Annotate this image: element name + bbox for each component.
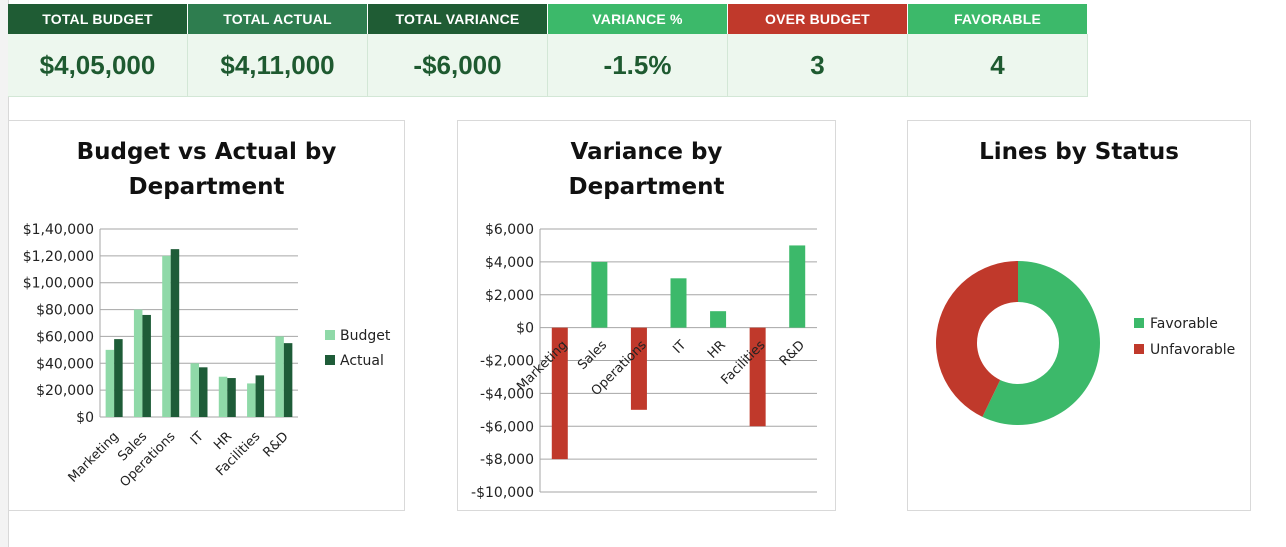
- kpi-label: VARIANCE %: [548, 4, 728, 34]
- legend-label: Budget: [340, 328, 391, 344]
- legend-swatch: [1134, 318, 1144, 328]
- y-tick-label: -$6,000: [480, 419, 534, 435]
- bar-budget: [105, 349, 115, 417]
- donut-slice-unfavorable: [936, 261, 1018, 417]
- kpi-total-actual: TOTAL ACTUAL $4,11,000: [188, 4, 368, 97]
- variance-chart[interactable]: Variance by Department -$10,000 -$8,000 -$…: [457, 120, 836, 511]
- bar-actual: [114, 339, 123, 417]
- x-tick-label: IT: [670, 338, 689, 357]
- x-tick-label: R&D: [260, 429, 291, 460]
- y-tick-label: $1,20,000: [23, 249, 94, 265]
- chart-title-line: Variance by: [570, 139, 723, 165]
- bar-actual: [142, 314, 151, 417]
- kpi-label: FAVORABLE: [908, 4, 1088, 34]
- kpi-label: TOTAL ACTUAL: [188, 4, 368, 34]
- bar-budget: [218, 376, 228, 417]
- kpi-value: -1.5%: [548, 34, 728, 97]
- legend-label: Unfavorable: [1150, 342, 1235, 358]
- budget-vs-actual-plot: $0 $20,000 $40,000 $60,000 $80,000 $1,00,000 $…: [23, 222, 391, 490]
- x-tick-label: Marketing: [66, 429, 122, 485]
- kpi-value: -$6,000: [368, 34, 548, 97]
- variance-bar: [670, 278, 687, 328]
- variance-bar: [551, 327, 568, 460]
- y-tick-label: -$10,000: [471, 485, 534, 501]
- chart-title: Budget vs Actual by Department: [9, 135, 404, 205]
- y-tick-label: $0: [516, 321, 534, 337]
- kpi-variance-percent: VARIANCE % -1.5%: [548, 4, 728, 97]
- variance-bar: [749, 327, 766, 427]
- kpi-over-budget: OVER BUDGET 3: [728, 4, 908, 97]
- legend-swatch: [325, 355, 335, 365]
- bar-budget: [247, 383, 256, 417]
- variance-bar: [591, 261, 608, 328]
- y-tick-label: $20,000: [36, 383, 94, 399]
- y-tick-label: $1,40,000: [23, 222, 94, 238]
- kpi-label: OVER BUDGET: [728, 4, 908, 34]
- kpi-label: TOTAL VARIANCE: [368, 4, 548, 34]
- budget-vs-actual-chart[interactable]: Budget vs Actual by Department $0 $20,000…: [8, 120, 405, 511]
- bar-budget: [162, 255, 171, 417]
- x-tick-label: HR: [705, 338, 729, 362]
- chart-title: Variance by Department: [458, 135, 835, 205]
- y-tick-label: $2,000: [485, 288, 534, 304]
- status-donut-plot: Favorable Unfavorable: [936, 261, 1235, 425]
- kpi-value: 3: [728, 34, 908, 97]
- chart-title-line: Budget vs Actual by: [76, 139, 337, 165]
- variance-bar: [789, 245, 806, 328]
- y-tick-label: -$8,000: [480, 452, 534, 468]
- bar-actual: [283, 343, 293, 417]
- bar-budget: [275, 336, 284, 417]
- x-tick-label: IT: [188, 429, 207, 448]
- bar-budget: [190, 363, 199, 417]
- legend-label: Actual: [340, 353, 384, 369]
- y-tick-label: $60,000: [36, 329, 94, 345]
- chart-title: Lines by Status: [908, 135, 1250, 170]
- chart-title-line: Department: [568, 174, 725, 200]
- legend-swatch: [1134, 344, 1144, 354]
- bar-actual: [255, 375, 265, 417]
- bar-budget: [133, 309, 143, 417]
- kpi-value: $4,11,000: [188, 34, 368, 97]
- kpi-total-budget: TOTAL BUDGET $4,05,000: [8, 4, 188, 97]
- x-tick-label: Sales: [575, 338, 610, 373]
- bar-actual: [227, 378, 236, 417]
- y-tick-label: -$4,000: [480, 386, 534, 402]
- donut-slice-favorable: [982, 261, 1100, 425]
- chart-title-line: Department: [128, 174, 285, 200]
- variance-bar: [630, 327, 647, 410]
- y-tick-label: $1,00,000: [23, 276, 94, 292]
- y-tick-label: $40,000: [36, 356, 94, 372]
- y-tick-label: $80,000: [36, 303, 94, 319]
- kpi-favorable: FAVORABLE 4: [908, 4, 1088, 97]
- variance-plot: -$10,000 -$8,000 -$6,000 -$4,000 -$2,000 $0 $2…: [471, 222, 817, 501]
- y-tick-label: $6,000: [485, 222, 534, 238]
- legend-swatch: [325, 330, 335, 340]
- kpi-value: 4: [908, 34, 1088, 97]
- y-tick-label: $4,000: [485, 255, 534, 271]
- variance-bar: [710, 311, 727, 328]
- kpi-value: $4,05,000: [8, 34, 188, 97]
- bar-actual: [199, 367, 208, 417]
- status-donut-chart[interactable]: Lines by Status Favorable Unfavorable: [907, 120, 1251, 511]
- y-tick-label: $0: [76, 410, 94, 426]
- legend-label: Favorable: [1150, 316, 1218, 332]
- kpi-total-variance: TOTAL VARIANCE -$6,000: [368, 4, 548, 97]
- kpi-row: TOTAL BUDGET $4,05,000 TOTAL ACTUAL $4,1…: [8, 4, 1088, 97]
- bar-actual: [170, 249, 180, 417]
- y-tick-label: -$2,000: [480, 354, 534, 370]
- chart-title-line: Lines by Status: [979, 139, 1179, 165]
- x-tick-label: R&D: [777, 338, 808, 369]
- kpi-label: TOTAL BUDGET: [8, 4, 188, 34]
